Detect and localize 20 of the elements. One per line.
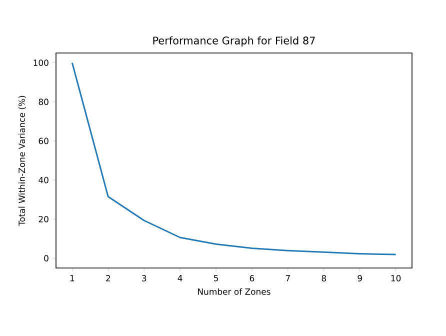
x-tick-label: 2 [106,275,110,282]
x-tick-label: 8 [322,275,326,282]
y-tick-label: 20 [38,216,48,222]
x-tick-label: 1 [70,275,74,282]
x-axis-title: Number of Zones [198,288,270,295]
y-tick-label: 100 [34,60,48,66]
y-tick-label: 0 [44,255,48,262]
x-tick-label: 10 [391,275,401,282]
chart-title: Performance Graph for Field 87 [153,36,315,46]
y-tick-label: 60 [38,138,48,144]
y-tick-label: 40 [38,176,48,184]
x-tick-label: 4 [178,275,182,282]
y-tick-label: 80 [38,98,48,106]
x-tick-label: 6 [250,275,254,282]
x-tick-label: 5 [214,275,218,282]
line-series [71,62,397,256]
x-tick-label: 3 [142,275,146,282]
x-tick-label: 9 [358,275,362,282]
y-axis-title: Total Within-Zone Variance (%) [18,96,26,226]
x-tick-label: 7 [286,275,290,282]
